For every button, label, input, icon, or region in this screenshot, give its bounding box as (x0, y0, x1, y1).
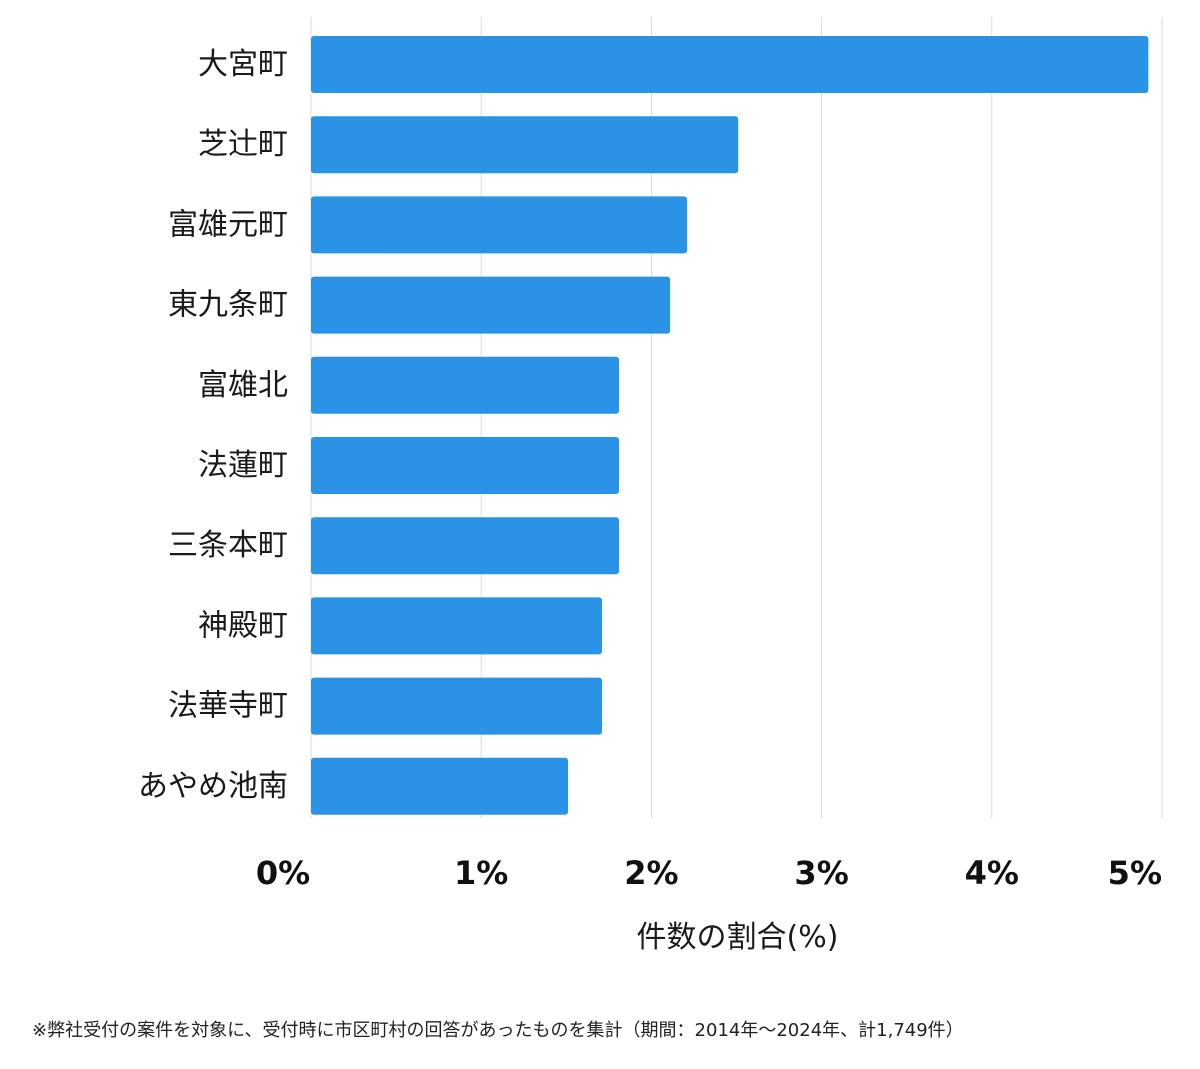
bar-3 (311, 276, 671, 334)
x-axis-title: 件数の割合(%) (637, 920, 839, 955)
bar-1 (311, 116, 739, 174)
category-label-7: 神殿町 (198, 608, 288, 643)
bar-7 (311, 597, 603, 655)
x-tick-label-0: 0% (256, 854, 310, 892)
x-tick-labels: 0% 1% 2% 3% 4% 5% (256, 854, 1162, 892)
bar-0 (311, 36, 1149, 93)
bar-8 (311, 677, 603, 735)
category-label-8: 法華寺町 (168, 689, 288, 724)
bar-4 (311, 356, 620, 414)
category-label-5: 法蓮町 (198, 448, 288, 483)
x-tick-label-5: 5% (1108, 854, 1162, 892)
bar-6 (311, 517, 620, 575)
category-label-4: 富雄北 (198, 368, 288, 403)
x-tick-label-4: 4% (965, 854, 1019, 892)
category-label-3: 東九条町 (168, 288, 288, 323)
category-label-6: 三条本町 (168, 528, 288, 563)
x-tick-label-3: 3% (794, 854, 848, 892)
category-label-0: 大宮町 (198, 47, 288, 82)
category-label-2: 富雄元町 (168, 207, 288, 242)
bar-5 (311, 437, 620, 494)
category-label-1: 芝辻町 (198, 127, 288, 162)
x-tick-label-2: 2% (624, 854, 678, 892)
x-tick-label-1: 1% (454, 854, 508, 892)
bar-2 (311, 196, 688, 254)
footnote: ※弊社受付の案件を対象に、受付時に市区町村の回答があったものを集計（期間：201… (32, 1020, 964, 1041)
bars (311, 36, 1149, 815)
category-label-9: あやめ池南 (138, 769, 288, 804)
bar-9 (311, 757, 569, 815)
